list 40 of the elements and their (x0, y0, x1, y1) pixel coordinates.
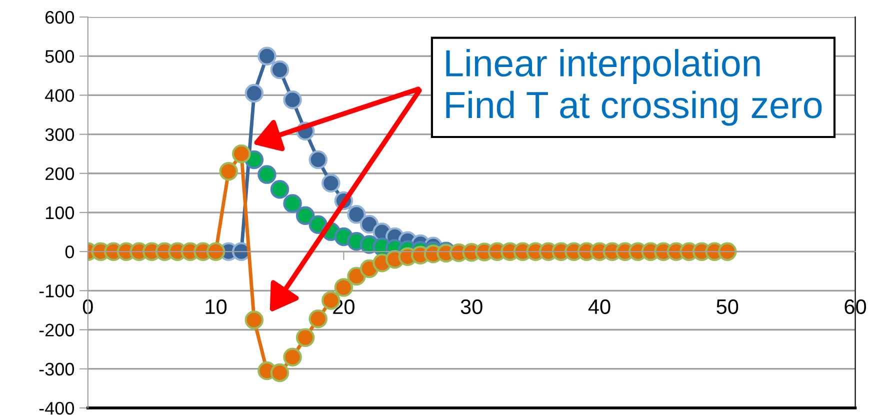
y-tick-label: 0 (65, 246, 74, 258)
annotation: Linear interpolation Find T at crossing zero (446, 49, 822, 126)
y-tick-label: -100 (39, 284, 74, 298)
x-tick-label: 40 (588, 299, 610, 314)
point (347, 266, 366, 286)
point (308, 150, 328, 170)
y-tick-label: 600 (46, 10, 74, 24)
y-tick-label: 100 (46, 206, 74, 220)
point (296, 206, 315, 225)
y-tick-label: 500 (45, 50, 74, 63)
point (283, 348, 302, 366)
y-tick-label: -300 (39, 362, 74, 376)
point (718, 242, 737, 261)
point (360, 214, 379, 234)
point (258, 46, 276, 66)
point (283, 194, 302, 213)
point (270, 363, 290, 382)
point (296, 328, 315, 347)
point (270, 180, 290, 199)
x-tick-label: 0 (82, 299, 93, 314)
x-tick-label: 30 (460, 299, 482, 314)
point (232, 144, 251, 164)
point (206, 242, 226, 261)
point (308, 309, 328, 328)
x-tick-label: 50 (716, 299, 738, 314)
point (258, 165, 276, 184)
point (334, 278, 354, 297)
y-tick-label: 400 (45, 89, 74, 102)
point (244, 310, 264, 330)
y-tick-label: -200 (39, 324, 74, 336)
y-tick-label: 300 (45, 128, 74, 142)
point (322, 174, 340, 193)
point (270, 60, 290, 80)
point (244, 84, 264, 103)
point (347, 205, 366, 224)
y-tick-label: 200 (45, 167, 74, 180)
y-tick-label: -400 (39, 402, 74, 415)
point (219, 162, 238, 181)
x-tick-label: 10 (206, 299, 227, 314)
point (283, 90, 302, 110)
